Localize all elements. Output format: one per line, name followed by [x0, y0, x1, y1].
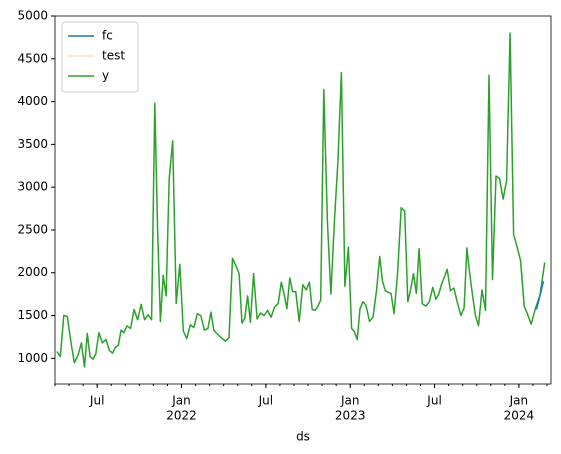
x-tick-label: Jul — [258, 394, 273, 408]
y-tick-label: 5000 — [17, 9, 48, 23]
legend-box — [61, 21, 139, 93]
legend-label: y — [102, 69, 109, 83]
x-tick-label: Jan — [340, 394, 360, 408]
series-line — [519, 260, 532, 325]
x-tick-label: Jul — [426, 394, 441, 408]
x-tick-sublabel: 2022 — [166, 409, 197, 423]
y-tick-label: 2000 — [17, 265, 48, 279]
y-tick-label: 2500 — [17, 222, 48, 236]
x-axis-label: ds — [296, 430, 310, 444]
series-line — [535, 281, 545, 310]
y-tick-label: 3500 — [17, 137, 48, 151]
y-tick-label: 1000 — [17, 351, 48, 365]
legend-label: fc — [102, 29, 113, 43]
y-tick-label: 3000 — [17, 180, 48, 194]
plot-frame — [54, 15, 552, 385]
y-tick-label: 1500 — [17, 308, 48, 322]
y-tick-label: 4000 — [17, 94, 48, 108]
y-tick-label: 4500 — [17, 51, 48, 65]
x-tick-sublabel: 2024 — [504, 409, 535, 423]
series-line — [56, 32, 546, 368]
x-tick-label: Jan — [509, 394, 529, 408]
x-tick-sublabel: 2023 — [335, 409, 366, 423]
legend-label: test — [102, 49, 125, 63]
x-tick-label: Jul — [89, 394, 104, 408]
x-tick-label: Jan — [171, 394, 191, 408]
